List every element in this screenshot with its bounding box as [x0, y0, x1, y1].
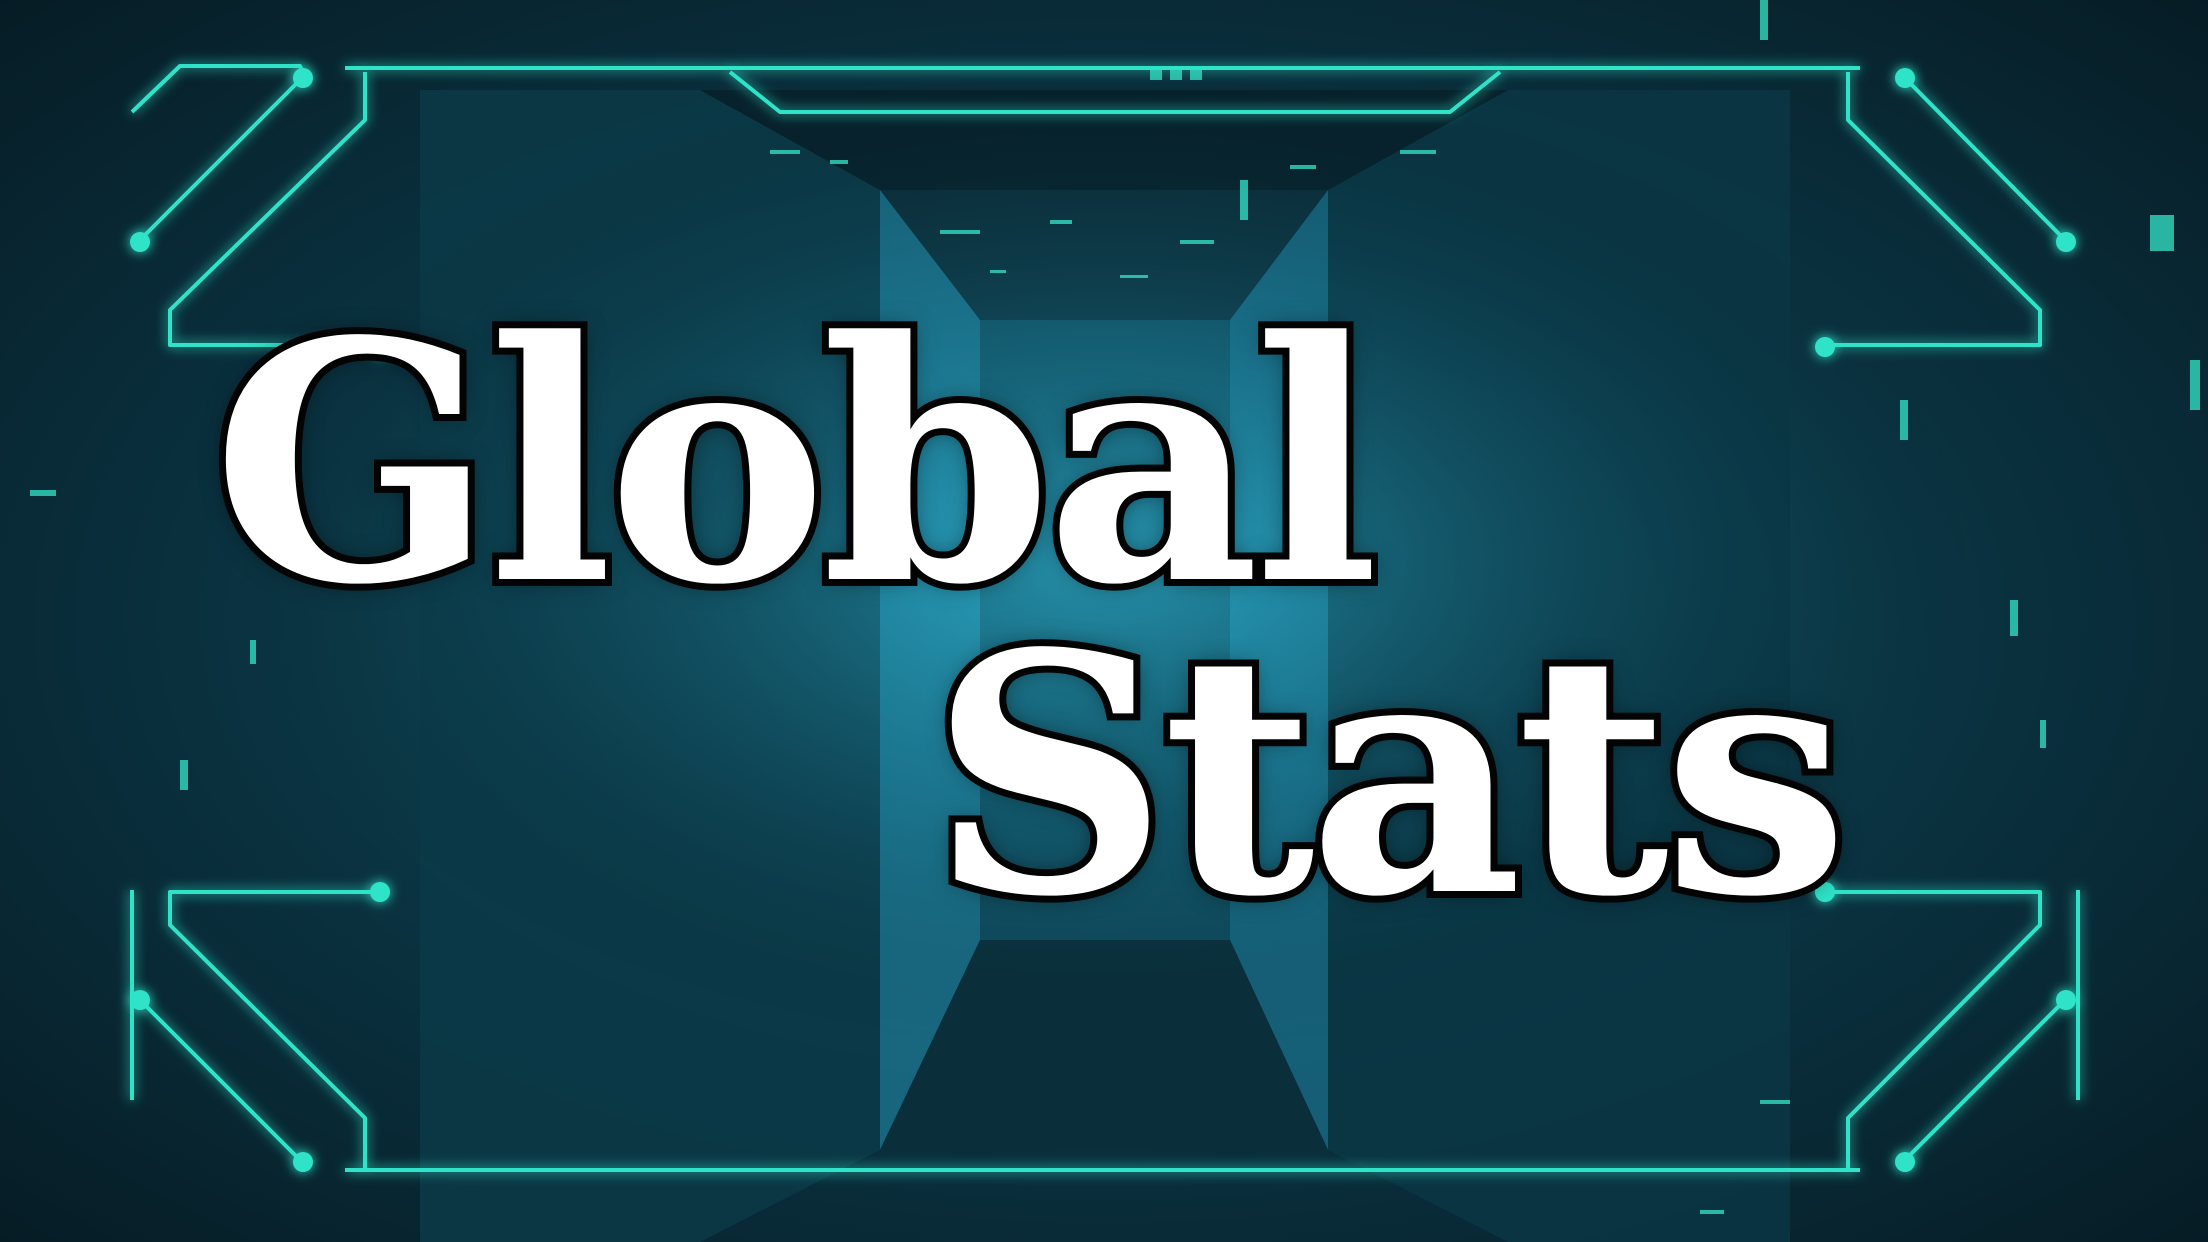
- neon-hud-frame: [130, 64, 2080, 1172]
- title-line-stats: Stats: [923, 581, 1856, 969]
- hud-node-dots: [130, 68, 2076, 1172]
- title-line-global: Global: [205, 269, 1386, 657]
- data-light-streaks: [30, 0, 2200, 1214]
